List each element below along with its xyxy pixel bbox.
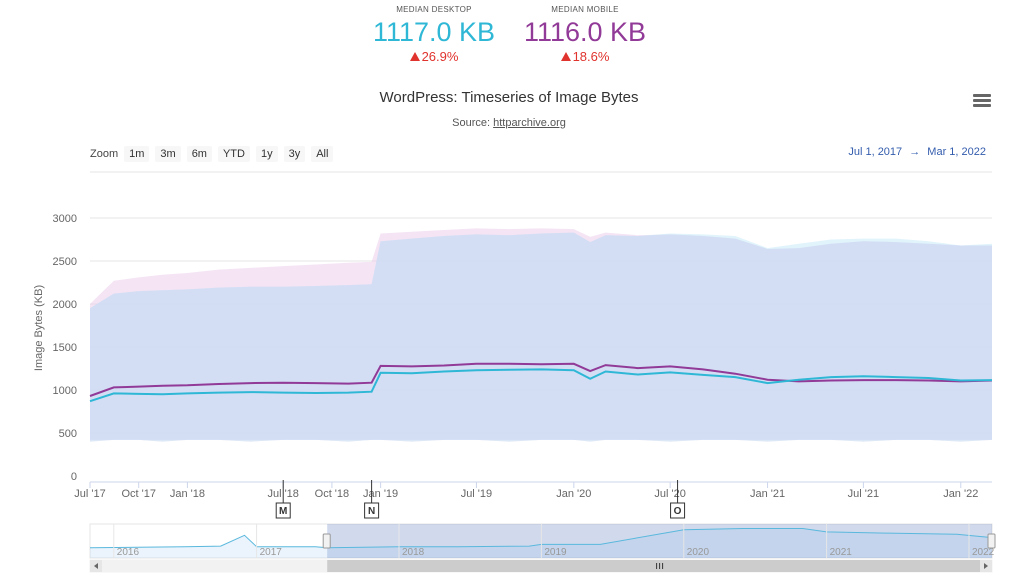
zoom-1m-button[interactable]: 1m <box>124 146 150 162</box>
x-tick-label: Jul '17 <box>74 488 105 500</box>
range-separator: → <box>909 146 921 158</box>
median-desktop-change: 26.9% <box>334 48 534 66</box>
navigator-label: 2022 <box>972 547 995 558</box>
percentile-bands <box>90 228 992 444</box>
zoom-all-button[interactable]: All <box>311 146 334 162</box>
y-tick-label: 0 <box>71 471 77 483</box>
zoom-3m-button[interactable]: 3m <box>155 146 181 162</box>
zoom-label: Zoom <box>90 148 119 160</box>
flag-box <box>275 502 291 519</box>
median-mobile-change: 18.6% <box>485 48 685 66</box>
y-tick-label: 1000 <box>53 385 77 397</box>
arrow-up-icon <box>560 52 571 61</box>
hamburger-icon[interactable] <box>973 94 991 110</box>
chart-source: Source: httparchive.org <box>0 117 1018 129</box>
y-tick-label: 1500 <box>53 342 77 354</box>
source-prefix: Source: <box>452 117 494 129</box>
zoom-3y-button[interactable]: 3y <box>283 146 306 162</box>
median-mobile-change-value: 18.6% <box>572 49 610 64</box>
zoom-1y-button[interactable]: 1y <box>255 146 278 162</box>
flag-label: N <box>368 506 375 517</box>
navigator-label: 2021 <box>830 547 853 558</box>
median-mobile-value: 1116.0 KB <box>523 17 647 47</box>
navigator-label: 2018 <box>402 547 425 558</box>
navigator[interactable]: 2016 2017 2018 2019 2020 2021 2022 <box>89 523 996 573</box>
median-desktop-stat: MEDIAN DESKTOP 1117.0 KB 26.9% <box>334 4 534 66</box>
y-axis: 0 500 1000 1500 2000 2500 3000 <box>53 213 77 483</box>
flags: M N O <box>275 480 686 519</box>
desktop-median-line <box>89 368 993 403</box>
median-desktop-change-value: 26.9% <box>421 49 459 64</box>
median-mobile-stat: MEDIAN MOBILE 1116.0 KB 18.6% <box>485 4 685 66</box>
zoom-ytd-button[interactable]: YTD <box>217 146 250 162</box>
x-axis: Jul '17 Oct '17 Jan '18 Jul '18 Oct '18 Jan '… <box>74 481 992 500</box>
x-tick-label: Jan '18 <box>170 488 205 500</box>
range-to[interactable]: Mar 1, 2022 <box>927 146 986 158</box>
navigator-label: 2019 <box>544 547 567 558</box>
zoom-controls: Zoom 1m 3m 6m YTD 1y 3y All <box>90 145 339 163</box>
x-tick-label: Jan '19 <box>363 488 398 500</box>
x-tick-label: Jul '19 <box>461 488 492 500</box>
band-overlap <box>90 232 992 440</box>
navigator-selection <box>327 524 992 558</box>
x-tick-label: Jul '20 <box>654 488 685 500</box>
median-mobile-label: MEDIAN MOBILE <box>551 5 619 14</box>
x-tick-label: Jan '21 <box>750 488 785 500</box>
x-tick-label: Jan '20 <box>556 488 591 500</box>
navigator-line <box>89 528 993 549</box>
y-tick-label: 2000 <box>53 299 77 311</box>
y-tick-label: 500 <box>59 428 77 440</box>
chart-title: WordPress: Timeseries of Image Bytes <box>379 89 639 106</box>
chevron-right-icon <box>984 563 988 569</box>
x-tick-label: Jan '22 <box>943 488 978 500</box>
flag-label: O <box>674 506 682 517</box>
median-desktop-label: MEDIAN DESKTOP <box>396 5 472 14</box>
median-desktop-value: 1117.0 KB <box>372 17 496 47</box>
flag-label: M <box>279 506 287 517</box>
flag-box <box>364 502 380 519</box>
navigator-label: 2016 <box>117 547 140 558</box>
date-range: Jul 1, 2017 → Mar 1, 2022 <box>846 146 988 158</box>
mobile-median-line <box>89 362 993 397</box>
navigator-handle <box>322 533 331 549</box>
median-stats: MEDIAN DESKTOP 1117.0 KB 26.9% MEDIAN MO… <box>0 4 1024 70</box>
navigator-label: 2020 <box>687 547 710 558</box>
source-link[interactable]: httparchive.org <box>493 117 566 129</box>
navigator-handle <box>987 533 996 549</box>
y-tick-label: 2500 <box>53 256 77 268</box>
median-lines <box>89 362 993 403</box>
y-tick-label: 3000 <box>53 213 77 225</box>
x-tick-label: Jul '21 <box>848 488 879 500</box>
arrow-up-icon <box>409 52 420 61</box>
navigator-label: 2017 <box>260 547 283 558</box>
y-axis-title: Image Bytes (KB) <box>33 285 45 371</box>
navigator-area <box>90 528 992 558</box>
chevron-left-icon <box>94 563 98 569</box>
x-tick-label: Oct '17 <box>121 488 156 500</box>
x-tick-label: Oct '18 <box>315 488 350 500</box>
range-from[interactable]: Jul 1, 2017 <box>848 146 903 158</box>
flag-box <box>670 502 686 519</box>
zoom-6m-button[interactable]: 6m <box>186 146 212 162</box>
